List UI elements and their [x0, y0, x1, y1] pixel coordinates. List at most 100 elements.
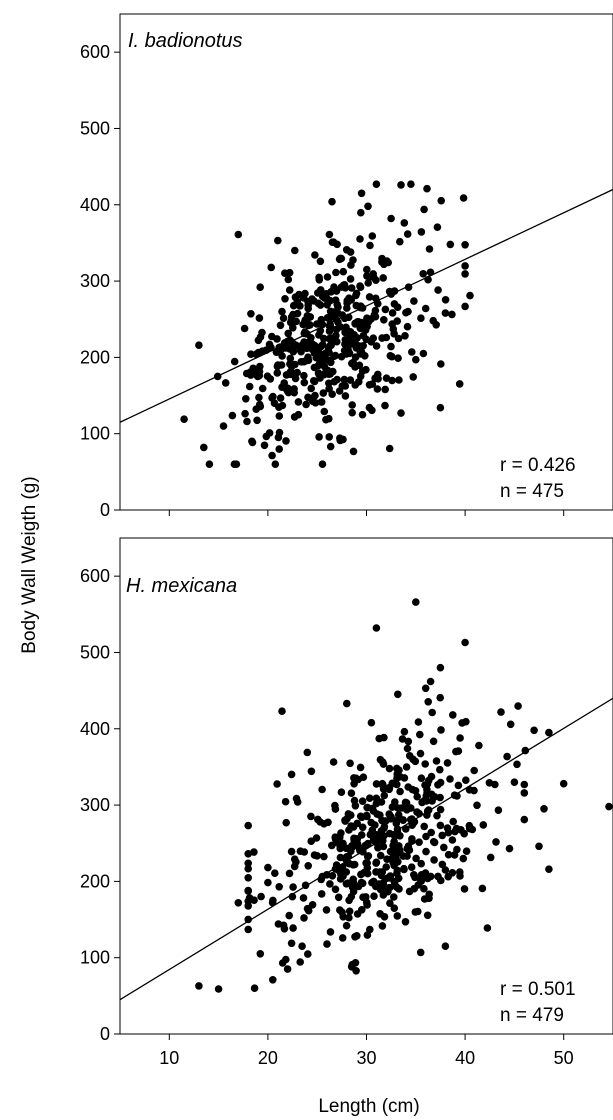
- data-point: [410, 871, 418, 879]
- data-point: [275, 883, 284, 891]
- data-point: [391, 798, 399, 806]
- data-point: [325, 379, 333, 388]
- data-point: [400, 727, 409, 736]
- x-axis-title: Length (cm): [318, 1096, 419, 1117]
- data-point: [275, 445, 284, 453]
- data-point: [205, 460, 214, 469]
- data-point: [505, 844, 514, 853]
- data-point: [361, 326, 370, 334]
- data-point: [448, 836, 457, 844]
- data-point: [438, 831, 447, 840]
- data-point: [285, 869, 294, 878]
- data-point: [545, 865, 553, 873]
- data-point: [424, 698, 433, 706]
- data-point: [306, 313, 315, 321]
- data-point: [385, 444, 394, 453]
- data-point: [365, 381, 374, 389]
- data-point: [503, 752, 511, 761]
- data-point: [289, 883, 297, 891]
- data-point: [444, 828, 453, 837]
- data-point: [230, 357, 239, 366]
- data-point: [404, 307, 412, 316]
- data-point: [393, 825, 402, 834]
- data-point: [540, 805, 548, 813]
- data-point: [419, 349, 428, 358]
- data-point: [283, 965, 292, 973]
- data-point: [436, 403, 445, 412]
- data-point: [381, 305, 390, 314]
- data-point: [358, 879, 367, 888]
- data-point: [303, 344, 311, 353]
- data-point: [436, 793, 444, 802]
- data-point: [405, 846, 414, 854]
- data-point: [414, 718, 423, 726]
- data-point: [254, 336, 263, 345]
- data-point: [470, 766, 479, 775]
- data-point: [285, 286, 294, 294]
- data-point: [278, 352, 286, 360]
- data-point: [311, 251, 319, 259]
- data-point: [377, 827, 386, 835]
- data-point: [365, 293, 374, 301]
- data-point: [269, 976, 277, 984]
- data-point: [520, 789, 529, 797]
- data-point: [294, 398, 303, 406]
- data-point: [417, 228, 426, 236]
- data-point: [336, 254, 345, 263]
- data-point: [257, 892, 265, 901]
- data-point: [497, 708, 505, 716]
- data-point: [397, 181, 405, 189]
- data-point: [400, 865, 408, 874]
- panel-i-badionotus: I. badionotus r = 0.426 n = 475 0 100 200 3…: [80, 13, 613, 520]
- data-point: [409, 373, 418, 381]
- data-point: [414, 907, 422, 916]
- data-point: [351, 933, 359, 941]
- data-point: [413, 792, 422, 801]
- data-point: [348, 408, 357, 417]
- data-point: [353, 318, 362, 326]
- x-tick-label: 20: [258, 1048, 278, 1068]
- data-point: [422, 847, 430, 856]
- data-point: [461, 270, 469, 278]
- x-tick-label: 30: [356, 1048, 376, 1068]
- data-point: [331, 885, 340, 894]
- regression-line: [119, 188, 613, 423]
- data-point: [310, 341, 319, 350]
- data-point: [421, 304, 430, 313]
- data-point: [287, 847, 296, 856]
- data-point: [437, 360, 445, 368]
- data-point: [395, 376, 403, 384]
- data-point: [346, 759, 354, 768]
- data-point: [326, 322, 335, 331]
- data-point: [254, 348, 263, 357]
- data-point: [421, 781, 429, 789]
- data-point: [241, 409, 249, 418]
- data-point: [386, 899, 394, 907]
- data-point: [416, 749, 425, 758]
- data-point: [302, 357, 310, 365]
- data-point: [287, 770, 296, 779]
- data-point: [308, 901, 317, 909]
- data-point: [372, 342, 381, 350]
- data-point: [281, 295, 289, 303]
- data-point: [374, 370, 382, 379]
- data-point: [323, 301, 332, 309]
- data-point: [323, 940, 331, 948]
- y-tick-label: 500: [80, 642, 110, 662]
- data-point: [325, 433, 334, 441]
- data-point: [423, 911, 432, 920]
- data-point: [409, 755, 417, 764]
- data-point: [376, 868, 384, 876]
- data-point: [320, 820, 328, 828]
- data-point: [393, 912, 402, 920]
- data-point: [478, 884, 487, 893]
- data-point: [244, 915, 252, 924]
- data-point: [290, 385, 298, 393]
- data-point: [318, 872, 327, 881]
- data-point: [452, 824, 461, 833]
- data-point: [375, 880, 383, 888]
- data-point: [530, 726, 538, 735]
- data-point: [365, 794, 374, 802]
- data-point: [343, 699, 351, 708]
- data-point: [253, 416, 261, 425]
